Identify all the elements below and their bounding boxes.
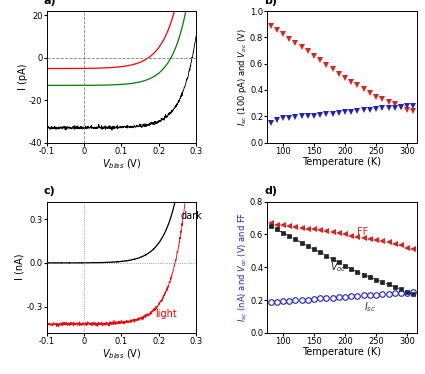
Text: $V_{oc}$: $V_{oc}$ [329, 261, 346, 274]
Text: dark: dark [181, 211, 203, 221]
Text: $I_{sc}$: $I_{sc}$ [364, 300, 376, 314]
Text: light: light [155, 309, 177, 319]
Y-axis label: I (nA): I (nA) [15, 254, 25, 280]
Y-axis label: $I_{sc}$ (nA) and $V_{oc}$ (V) and FF: $I_{sc}$ (nA) and $V_{oc}$ (V) and FF [236, 212, 249, 322]
X-axis label: $V_{bias}$ (V): $V_{bias}$ (V) [102, 157, 141, 171]
Y-axis label: I (pA): I (pA) [18, 64, 28, 90]
Text: b): b) [264, 0, 278, 6]
Text: FF: FF [357, 227, 369, 237]
Text: a): a) [44, 0, 57, 6]
Y-axis label: $I_{sc}$ (100 pA) and $V_{oc}$ (V): $I_{sc}$ (100 pA) and $V_{oc}$ (V) [235, 28, 249, 126]
Text: d): d) [264, 186, 278, 196]
Text: c): c) [44, 186, 56, 196]
X-axis label: $V_{bias}$ (V): $V_{bias}$ (V) [102, 347, 141, 361]
X-axis label: Temperature (K): Temperature (K) [303, 347, 382, 358]
X-axis label: Temperature (K): Temperature (K) [303, 157, 382, 167]
